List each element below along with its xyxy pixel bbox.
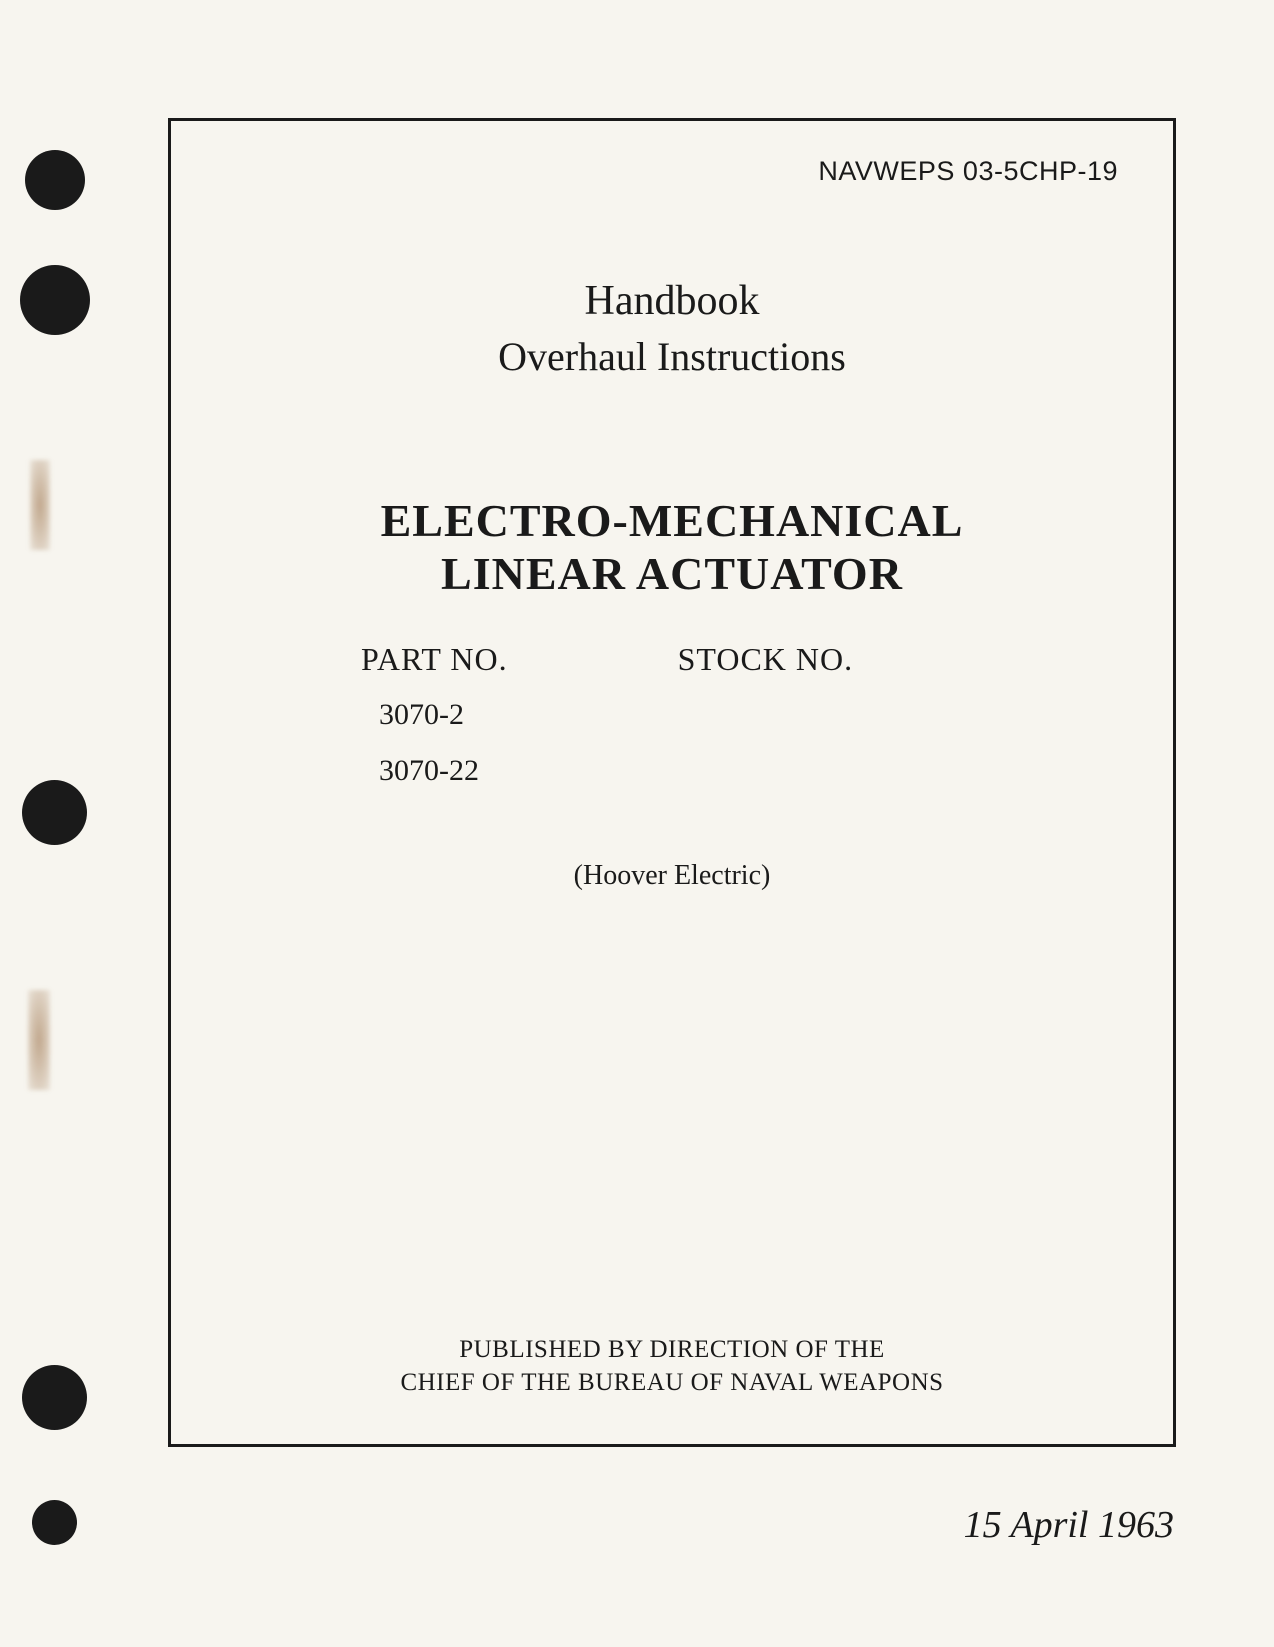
page-stain [28,990,50,1090]
binder-hole [25,150,85,210]
document-date: 15 April 1963 [964,1503,1174,1547]
parts-section: PART NO. 3070-2 3070-22 STOCK NO. [226,641,1118,810]
part-number-column: PART NO. 3070-2 3070-22 [361,641,508,810]
title-line-1: ELECTRO-MECHANICAL [381,495,964,546]
binder-hole [20,265,90,335]
document-page: NAVWEPS 03-5CHP-19 Handbook Overhaul Ins… [0,0,1274,1647]
part-number: 3070-2 [361,698,508,732]
binder-hole [22,1365,87,1430]
page-stain [30,460,50,550]
manufacturer-label: (Hoover Electric) [226,860,1118,892]
document-number: NAVWEPS 03-5CHP-19 [226,156,1118,187]
binder-hole [32,1500,77,1545]
stock-no-header: STOCK NO. [678,641,854,678]
publisher-block: PUBLISHED BY DIRECTION OF THE CHIEF OF T… [171,1334,1173,1399]
title-line-2: LINEAR ACTUATOR [441,548,903,599]
content-frame: NAVWEPS 03-5CHP-19 Handbook Overhaul Ins… [168,118,1176,1447]
main-title: ELECTRO-MECHANICAL LINEAR ACTUATOR [226,495,1118,601]
publisher-line-1: PUBLISHED BY DIRECTION OF THE [459,1336,885,1363]
part-no-header: PART NO. [361,641,508,678]
document-subtitle: Overhaul Instructions [226,333,1118,380]
handbook-label: Handbook [226,277,1118,325]
part-number: 3070-22 [361,754,508,788]
publisher-line-2: CHIEF OF THE BUREAU OF NAVAL WEAPONS [400,1369,943,1396]
stock-number-column: STOCK NO. [678,641,854,810]
binder-hole [22,780,87,845]
